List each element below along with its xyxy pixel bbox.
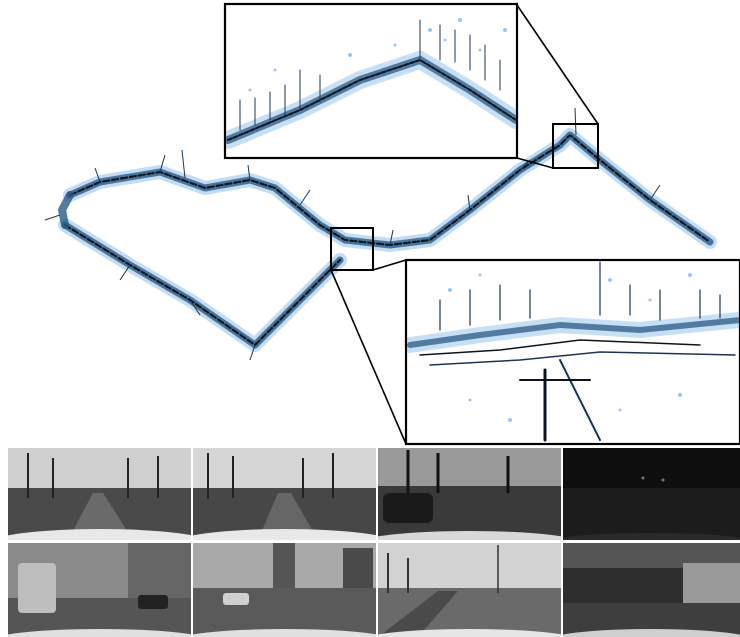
camera-frame-1 xyxy=(8,448,191,540)
point-cloud-map xyxy=(44,2,740,446)
camera-frame-6 xyxy=(193,543,376,637)
bottom-right-zoom-inset xyxy=(404,258,740,446)
camera-frame-8 xyxy=(563,543,740,637)
zoom-box-top xyxy=(552,123,599,169)
camera-frames-grid xyxy=(8,448,740,637)
map-spikes xyxy=(44,107,661,361)
camera-frame-7 xyxy=(378,543,561,637)
camera-frame-3 xyxy=(378,448,561,540)
camera-frame-4 xyxy=(563,448,740,540)
top-zoom-inset xyxy=(223,2,519,160)
camera-frame-2 xyxy=(193,448,376,540)
zoom-connectors xyxy=(330,4,599,445)
camera-frame-5 xyxy=(8,543,191,637)
zoom-box-middle xyxy=(330,227,374,271)
